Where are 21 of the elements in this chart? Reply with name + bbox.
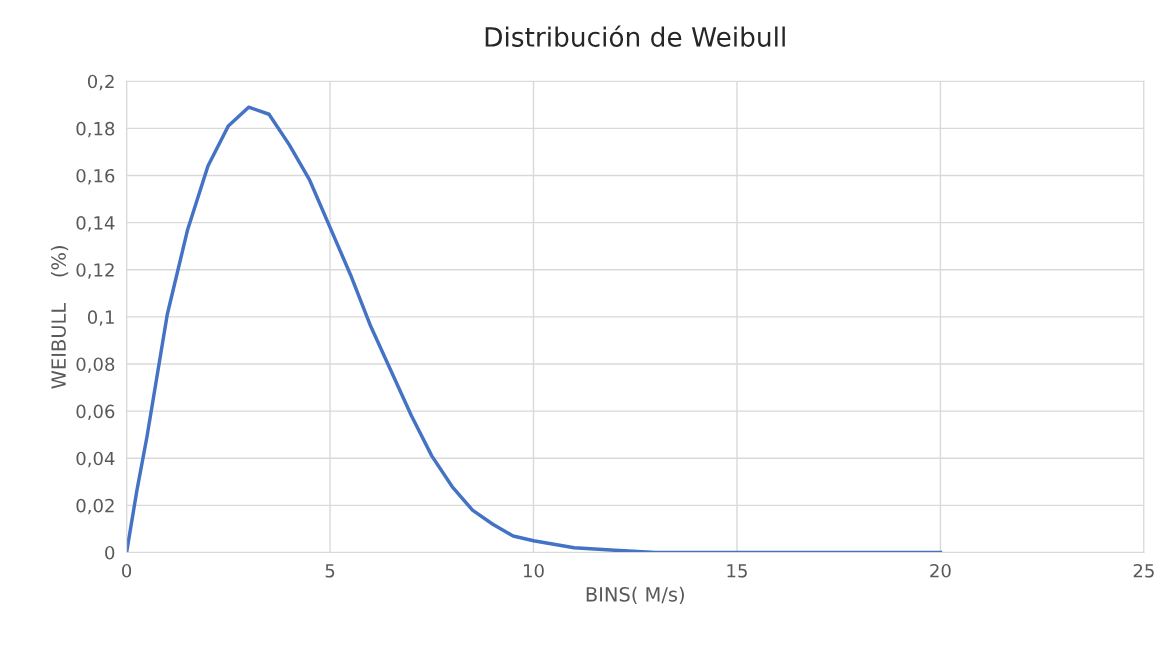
x-tick-label: 5 — [325, 564, 335, 578]
y-tick-label: 0,14 — [76, 216, 115, 232]
y-tick-label: 0,08 — [76, 357, 115, 373]
x-tick-label: 20 — [930, 563, 951, 578]
y-tick-label: 0,02 — [76, 498, 114, 515]
x-tick-label: 10 — [523, 563, 544, 578]
y-tick-label: 0,1 — [87, 310, 114, 326]
y-tick-label: 0,06 — [76, 404, 115, 421]
chart-title: Distribución de Weibull — [485, 25, 785, 47]
y-tick-label: 0,18 — [76, 121, 115, 138]
y-tick-label: 0,16 — [76, 168, 115, 185]
y-tick-label: 0 — [105, 545, 115, 560]
y-axis-title: WEIBULL (%) — [50, 246, 69, 389]
y-tick-label: 0,04 — [76, 451, 115, 468]
x-axis-title: BINS( M/s) — [586, 586, 684, 604]
y-tick-label: 0,2 — [87, 74, 114, 91]
x-tick-label: 15 — [727, 564, 747, 578]
x-tick-label: 0 — [122, 563, 132, 578]
y-tick-label: 0,12 — [76, 263, 114, 279]
line-series — [126, 105, 943, 553]
x-tick-label: 25 — [1133, 563, 1154, 578]
